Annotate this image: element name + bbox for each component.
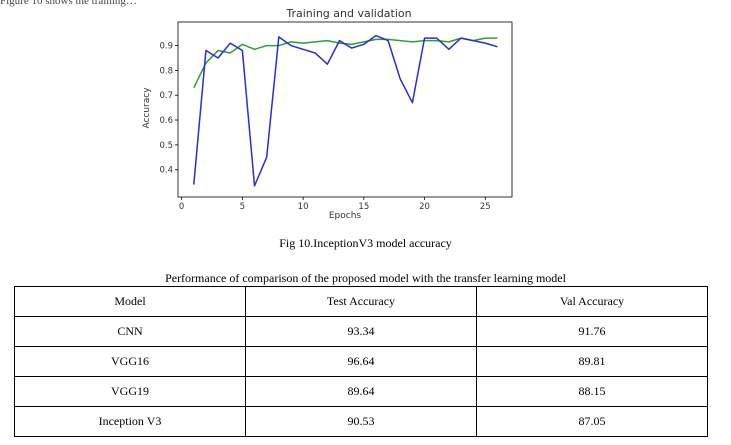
cell-test-accuracy: 90.53 <box>245 406 477 437</box>
x-tick-label: 25 <box>480 202 491 212</box>
y-tick-label: 0.5 <box>159 141 173 151</box>
x-tick-label: 5 <box>240 202 245 212</box>
cell-val-accuracy: 91.76 <box>476 316 708 347</box>
y-axis-label: Accuracy <box>142 87 152 129</box>
table-caption: Performance of comparison of the propose… <box>165 271 566 285</box>
cell-test-accuracy: 96.64 <box>245 346 477 377</box>
cell-test-accuracy: 93.34 <box>245 316 477 347</box>
clipped-top-text: Figure 10 shows the training… <box>0 0 137 7</box>
x-tick-label: 10 <box>298 202 309 212</box>
y-tick-label: 0.6 <box>159 116 173 126</box>
figure-caption: Fig 10.InceptionV3 model accuracy <box>279 236 452 250</box>
table-row: VGG16 96.64 89.81 <box>14 346 708 377</box>
y-tick-label: 0.8 <box>159 66 173 76</box>
table-row: CNN 93.34 91.76 <box>14 316 708 347</box>
cell-val-accuracy: 87.05 <box>476 406 708 437</box>
cell-model: Inception V3 <box>14 406 246 437</box>
header-val-accuracy: Val Accuracy <box>476 286 708 317</box>
x-tick-label: 0 <box>179 202 184 212</box>
y-tick-label: 0.7 <box>159 91 173 101</box>
accuracy-line-chart: Training and validation 0.4 0.5 0.6 0.7 0.8 0… <box>142 7 513 221</box>
chart-title: Training and validation <box>285 7 411 20</box>
series-line-2 <box>193 34 498 187</box>
cell-test-accuracy: 89.64 <box>245 376 477 407</box>
x-tick-label: 15 <box>358 202 369 212</box>
plot-frame <box>177 21 513 198</box>
cell-model: VGG16 <box>14 346 246 377</box>
cell-model: CNN <box>14 316 246 347</box>
table-header-row: Model Test Accuracy Val Accuracy <box>14 286 708 317</box>
x-axis-label: Epochs <box>329 211 362 221</box>
cell-val-accuracy: 88.15 <box>476 376 708 407</box>
table-row: Inception V3 90.53 87.05 <box>14 406 708 437</box>
y-tick-label: 0.4 <box>159 166 173 176</box>
cell-val-accuracy: 89.81 <box>476 346 708 377</box>
header-model: Model <box>14 286 246 317</box>
cell-model: VGG19 <box>14 376 246 407</box>
x-tick-label: 20 <box>419 202 430 212</box>
table-row: VGG19 89.64 88.15 <box>14 376 708 407</box>
y-tick-label: 0.9 <box>159 42 173 52</box>
header-test-accuracy: Test Accuracy <box>245 286 477 317</box>
comparison-table: Model Test Accuracy Val Accuracy CNN 93.… <box>14 286 708 437</box>
